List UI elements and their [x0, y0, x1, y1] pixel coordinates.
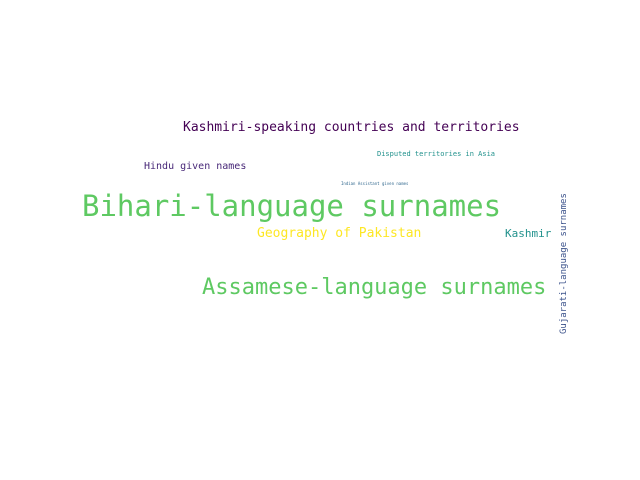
word-hindu-given-names: Hindu given names	[144, 161, 247, 172]
word-geography-of-pakistan: Geography of Pakistan	[257, 226, 422, 241]
word-assamese-language-surnames: Assamese-language surnames	[202, 275, 547, 300]
word-kashmiri-speaking-countries: Kashmiri-speaking countries and territor…	[183, 120, 520, 135]
word-bihari-language-surnames: Bihari-language surnames	[82, 189, 502, 223]
word-disputed-territories: Disputed territories in Asia	[377, 150, 496, 158]
word-indian-given-names: Indian Assistant given names	[341, 181, 409, 186]
word-kashmir: Kashmir	[505, 227, 552, 240]
word-gujarati-language-surnames: Gujarati-language surnames	[559, 193, 569, 334]
